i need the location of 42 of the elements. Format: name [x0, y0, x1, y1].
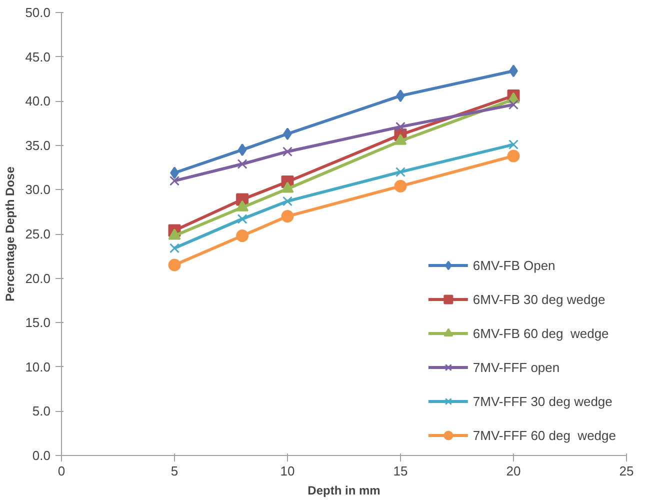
point [237, 159, 248, 169]
x-tick-label: 10 [280, 464, 295, 478]
point [396, 166, 406, 177]
legend-label: 7MV-FFF open [472, 360, 560, 374]
y-tick-label: 40.0 [25, 94, 51, 109]
x-tick-label: 5 [170, 464, 178, 478]
y-tick-label: 15.0 [25, 315, 51, 330]
x-tick-label: 0 [58, 464, 66, 478]
x-tick-label: 15 [393, 464, 408, 478]
y-tick-label: 35.0 [25, 138, 51, 153]
x-tick-label: 25 [619, 464, 634, 478]
y-tick-label: 10.0 [25, 359, 51, 374]
y-tick-label: 20.0 [25, 270, 51, 286]
point [237, 214, 248, 224]
point [236, 230, 249, 242]
point [282, 146, 292, 157]
point [508, 100, 518, 110]
legend-label: 6MV-FB Open [472, 258, 556, 272]
x-axis-title: Depth in mm [308, 484, 380, 498]
legend-label: 7MV-FFF 30 deg wedge [472, 394, 612, 408]
point [170, 243, 180, 254]
point [168, 258, 181, 272]
point [396, 122, 406, 132]
y-tick-label: 50.0 [25, 5, 51, 20]
y-tick-label: 45.0 [25, 49, 51, 64]
point [238, 144, 247, 156]
legend-label: 6MV-FB 30 deg wedge [472, 292, 606, 306]
point [507, 150, 520, 162]
point [282, 196, 292, 206]
x-tick-label: 20 [506, 464, 521, 478]
legend-label: 6MV-FB 60 deg wedge [472, 326, 609, 340]
point [170, 176, 180, 186]
y-tick-label: 0.0 [32, 448, 51, 463]
point [508, 140, 518, 150]
y-tick-label: 30.0 [25, 182, 51, 198]
point [168, 228, 181, 240]
legend-label: 7MV-FFF 60 deg wedge [472, 428, 616, 442]
y-tick-label: 25.0 [25, 226, 51, 242]
y-axis-title: Percentage Depth Dose [3, 166, 18, 302]
point [394, 180, 407, 192]
y-tick-label: 5.0 [32, 404, 51, 419]
point [281, 210, 294, 223]
